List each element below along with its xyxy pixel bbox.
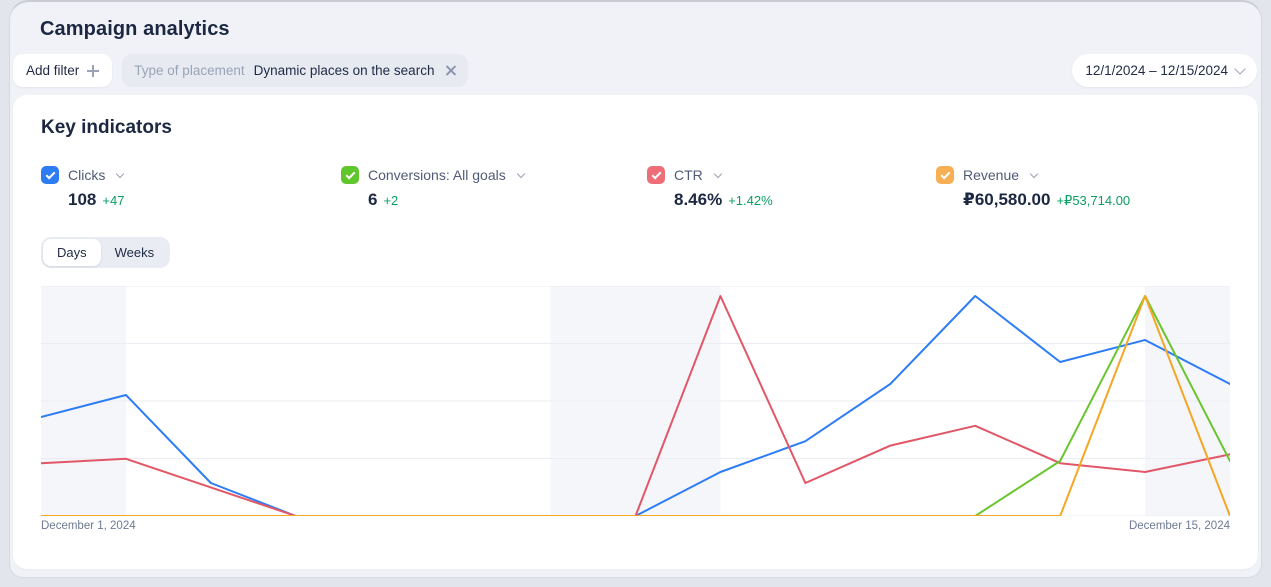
metric-value: 6 — [368, 190, 378, 209]
metrics-row: Clicks 108 +47 Conversions: All goals 6 … — [41, 166, 1230, 210]
chart-canvas[interactable] — [41, 286, 1230, 516]
metric-conversions: Conversions: All goals 6 +2 — [341, 166, 647, 210]
metric-ctr: CTR 8.46% +1.42% — [647, 166, 936, 210]
chevron-down-icon[interactable] — [116, 169, 125, 178]
chevron-down-icon[interactable] — [1029, 169, 1039, 178]
add-filter-button[interactable]: Add filter — [13, 54, 113, 87]
metric-delta: +2 — [383, 193, 399, 208]
metric-value: ₽60,580.00 — [963, 190, 1051, 209]
key-indicators-card: Key indicators Clicks 108 +47 Conversion… — [13, 95, 1258, 569]
metric-label: Revenue — [963, 167, 1020, 183]
x-axis-label-start: December 1, 2024 — [41, 520, 136, 532]
tab-weeks[interactable]: Weeks — [101, 239, 169, 266]
plus-icon — [87, 64, 100, 77]
metric-value: 8.46% — [674, 190, 723, 209]
metric-label: Clicks — [68, 167, 106, 183]
metric-delta: +1.42% — [728, 193, 773, 208]
check-icon — [651, 169, 661, 179]
add-filter-label: Add filter — [26, 63, 80, 78]
check-icon — [345, 169, 355, 179]
metric-delta: +47 — [102, 193, 125, 208]
check-icon — [940, 169, 950, 179]
checkbox-revenue-icon[interactable] — [936, 166, 954, 184]
chevron-down-icon[interactable] — [713, 169, 723, 178]
checkbox-ctr-icon[interactable] — [647, 166, 665, 184]
line-chart[interactable]: December 1, 2024 December 15, 2024 — [41, 286, 1230, 532]
metric-value: 108 — [68, 190, 97, 209]
date-range-picker[interactable]: 12/1/2024 – 12/15/2024 — [1072, 54, 1257, 87]
tab-days[interactable]: Days — [43, 239, 101, 266]
metric-conversions-toggle[interactable]: Conversions: All goals — [341, 166, 647, 184]
filter-bar: Add filter Type of placement Dynamic pla… — [10, 41, 1261, 87]
close-icon[interactable] — [445, 65, 456, 76]
metric-label: Conversions: All goals — [368, 167, 506, 183]
metric-clicks-toggle[interactable]: Clicks — [41, 166, 341, 184]
chevron-down-icon[interactable] — [516, 169, 525, 178]
filter-chip-value: Dynamic places on the search — [253, 63, 435, 78]
page-title: Campaign analytics — [40, 18, 230, 40]
metric-label: CTR — [674, 167, 703, 183]
app-window: Campaign analytics Add filter Type of pl… — [9, 0, 1262, 578]
metric-ctr-toggle[interactable]: CTR — [647, 166, 936, 184]
check-icon — [45, 169, 55, 179]
metric-delta: +₽53,714.00 — [1056, 193, 1131, 208]
checkbox-clicks-icon[interactable] — [41, 166, 59, 184]
card-title: Key indicators — [41, 117, 172, 138]
metric-revenue: Revenue ₽60,580.00 +₽53,714.00 — [936, 166, 1230, 210]
filter-chip-field: Type of placement — [134, 63, 245, 78]
granularity-toggle: Days Weeks — [41, 237, 171, 268]
x-axis-label-end: December 15, 2024 — [1128, 520, 1230, 532]
date-range-value: 12/1/2024 – 12/15/2024 — [1085, 63, 1228, 78]
page-header: Campaign analytics — [10, 2, 1261, 41]
filter-chip[interactable]: Type of placement Dynamic places on the … — [122, 54, 469, 87]
chevron-down-icon — [1234, 62, 1246, 75]
checkbox-conversions-icon[interactable] — [341, 166, 359, 184]
metric-clicks: Clicks 108 +47 — [41, 166, 341, 210]
metric-revenue-toggle[interactable]: Revenue — [936, 166, 1230, 184]
